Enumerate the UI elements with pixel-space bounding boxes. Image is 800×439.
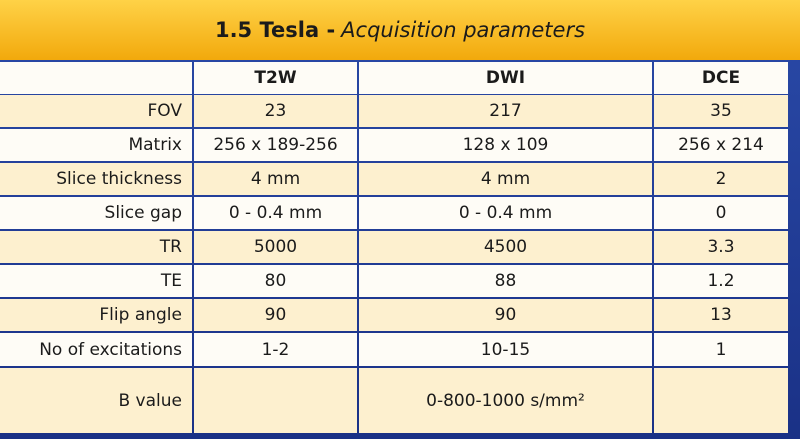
table-cell: 35: [654, 95, 788, 127]
table-cell: 256 x 214: [654, 129, 788, 161]
table-cell: [654, 368, 788, 433]
table-cell: 4 mm: [359, 163, 652, 195]
column-header: DCE: [654, 62, 788, 94]
table-cell: 217: [359, 95, 652, 127]
title-italic: Acquisition parameters: [341, 18, 586, 42]
table-cell: 1: [654, 333, 788, 366]
table-cell: 23: [194, 95, 357, 127]
table-cell: 88: [359, 265, 652, 297]
table-cell: 2: [654, 163, 788, 195]
table-cell: [194, 368, 357, 433]
row-label: TE: [0, 265, 192, 297]
table-cell: 1-2: [194, 333, 357, 366]
row-label: Flip angle: [0, 299, 192, 331]
row-label: No of excitations: [0, 333, 192, 366]
table-cell: 90: [194, 299, 357, 331]
table-cell: 256 x 189-256: [194, 129, 357, 161]
row-label: Slice gap: [0, 197, 192, 229]
row-label: FOV: [0, 95, 192, 127]
row-label: TR: [0, 231, 192, 263]
table-cell: 10-15: [359, 333, 652, 366]
column-header: T2W: [194, 62, 357, 94]
table-cell: 90: [359, 299, 652, 331]
table-title: 1.5 Tesla - Acquisition parameters: [0, 0, 800, 60]
table-cell: 3.3: [654, 231, 788, 263]
table-cell: 0-800-1000 s/mm²: [359, 368, 652, 433]
table-cell: 4500: [359, 231, 652, 263]
table-cell: 80: [194, 265, 357, 297]
table-cell: 0: [654, 197, 788, 229]
row-label: Slice thickness: [0, 163, 192, 195]
table-cell: 4 mm: [194, 163, 357, 195]
table-cell: 0 - 0.4 mm: [359, 197, 652, 229]
row-label: Matrix: [0, 129, 192, 161]
header-corner-cell: [0, 62, 192, 94]
title-bold: 1.5 Tesla -: [214, 18, 336, 42]
table-cell: 1.2: [654, 265, 788, 297]
table-cell: 128 x 109: [359, 129, 652, 161]
table-cell: 13: [654, 299, 788, 331]
table-cell: 5000: [194, 231, 357, 263]
column-header: DWI: [359, 62, 652, 94]
table-cell: 0 - 0.4 mm: [194, 197, 357, 229]
row-label: B value: [0, 368, 192, 433]
